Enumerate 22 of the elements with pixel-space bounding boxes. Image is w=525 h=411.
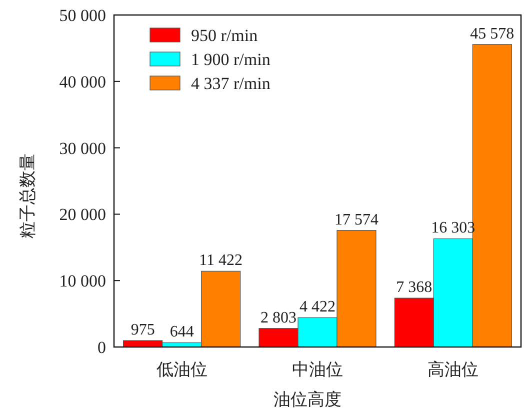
y-tick-label: 40 000 xyxy=(59,72,106,92)
data-label: 17 574 xyxy=(334,211,378,228)
y-tick-label: 0 xyxy=(98,338,106,357)
x-axis-title: 油位高度 xyxy=(274,390,342,409)
data-label: 45 578 xyxy=(470,25,514,42)
y-tick-label: 50 000 xyxy=(59,6,106,25)
y-tick-label: 20 000 xyxy=(59,205,106,224)
data-label: 644 xyxy=(170,324,194,341)
x-tick-label: 低油位 xyxy=(156,360,208,379)
y-tick-label: 30 000 xyxy=(59,138,106,158)
y-axis-title: 粒子总数量 xyxy=(18,154,37,238)
legend-label: 1 900 r/min xyxy=(191,50,271,69)
x-tick-label: 中油位 xyxy=(292,360,343,379)
data-label: 975 xyxy=(130,322,155,339)
y-tick-label: 10 000 xyxy=(59,272,106,291)
x-tick-label: 高油位 xyxy=(428,360,479,379)
data-label: 2 803 xyxy=(260,309,296,326)
data-label: 7 368 xyxy=(396,279,432,296)
data-label: 11 422 xyxy=(199,252,243,270)
legend-label: 4 337 r/min xyxy=(191,74,271,93)
data-label: 4 422 xyxy=(300,298,336,316)
legend-label: 950 r/min xyxy=(191,26,258,45)
